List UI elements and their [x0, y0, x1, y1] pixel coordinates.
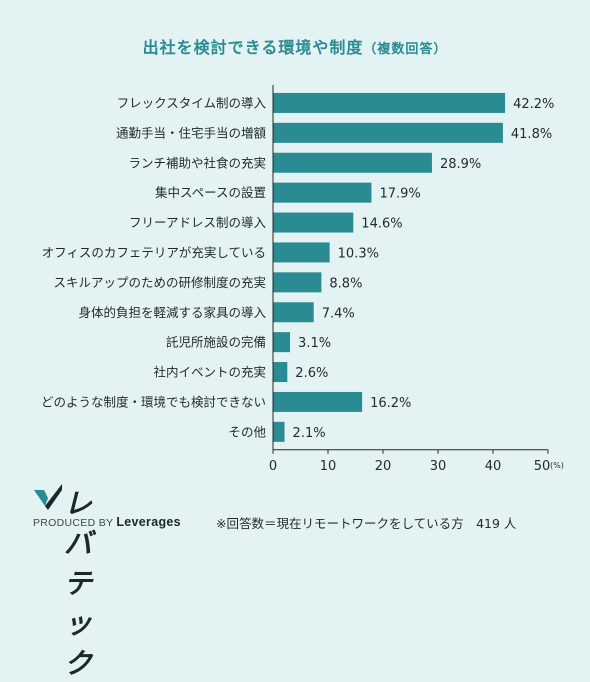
value-label: 17.9% [379, 187, 420, 202]
x-unit-label: (%) [550, 461, 564, 470]
category-label: フレックスタイム制の導入 [117, 95, 267, 110]
x-tick-label: 10 [320, 459, 337, 474]
produced-by-label: PRODUCED BY [33, 517, 114, 529]
bar [273, 212, 354, 233]
x-tick-label: 0 [269, 459, 277, 474]
value-label: 41.8% [511, 127, 552, 142]
logo-check-icon [34, 484, 62, 510]
value-label: 28.9% [440, 157, 481, 172]
category-label: オフィスのカフェテリアが充実している [42, 245, 266, 260]
bar [273, 391, 363, 412]
category-label: 託児所施設の完備 [166, 335, 266, 350]
value-label: 7.4% [322, 306, 355, 321]
category-label: 集中スペースの設置 [155, 185, 266, 200]
value-label: 2.6% [295, 366, 328, 381]
category-label: ランチ補助や社食の充実 [128, 155, 266, 170]
respondent-note: ※回答数＝現在リモートワークをしている方 419 人 [216, 516, 517, 531]
value-label: 3.1% [298, 336, 331, 351]
logo-text: レバテック [64, 487, 94, 680]
category-label: どのような制度・環境でも検討できない [41, 394, 266, 409]
chart-title: 出社を検討できる環境や制度（複数回答） [0, 34, 590, 58]
bar-chart: フレックスタイム制の導入 42.2% 通勤手当・住宅手当の増額 41.8% ランチ補助や… [41, 85, 564, 474]
bar [273, 332, 291, 353]
x-tick-label: 20 [375, 459, 392, 474]
x-tick-label: 50 [534, 459, 551, 474]
category-label: 身体的負担を軽減する家具の導入 [78, 305, 266, 320]
category-label: 社内イベントの充実 [153, 365, 266, 380]
bar [273, 302, 314, 323]
company-name: Leverages [116, 515, 181, 529]
x-tick-label: 30 [430, 459, 447, 474]
bar [273, 272, 322, 293]
category-label: その他 [228, 424, 266, 439]
x-axis: 0 10 20 30 40 50 (%) [269, 85, 564, 474]
value-label: 10.3% [338, 246, 379, 261]
category-label: フリーアドレス制の導入 [129, 215, 267, 230]
bar [273, 122, 503, 143]
bar [273, 182, 372, 203]
produced-by: PRODUCED BY Leverages [33, 515, 181, 529]
bars-group: フレックスタイム制の導入 42.2% 通勤手当・住宅手当の増額 41.8% ランチ補助や… [41, 92, 554, 442]
bar [273, 242, 330, 263]
bar [273, 152, 432, 173]
x-tick-label: 40 [485, 459, 502, 474]
category-label: スキルアップのための研修制度の充実 [53, 275, 266, 290]
value-label: 16.2% [370, 396, 411, 411]
chart-title-subtitle: （複数回答） [363, 42, 448, 57]
bar [273, 362, 288, 383]
value-label: 42.2% [513, 97, 554, 112]
value-label: 14.6% [361, 217, 402, 232]
bar [273, 92, 506, 113]
value-label: 2.1% [293, 426, 326, 441]
chart-title-main: 出社を検討できる環境や制度 [142, 38, 364, 57]
bar [273, 421, 285, 442]
value-label: 8.8% [329, 276, 362, 291]
category-label: 通勤手当・住宅手当の増額 [116, 125, 267, 140]
